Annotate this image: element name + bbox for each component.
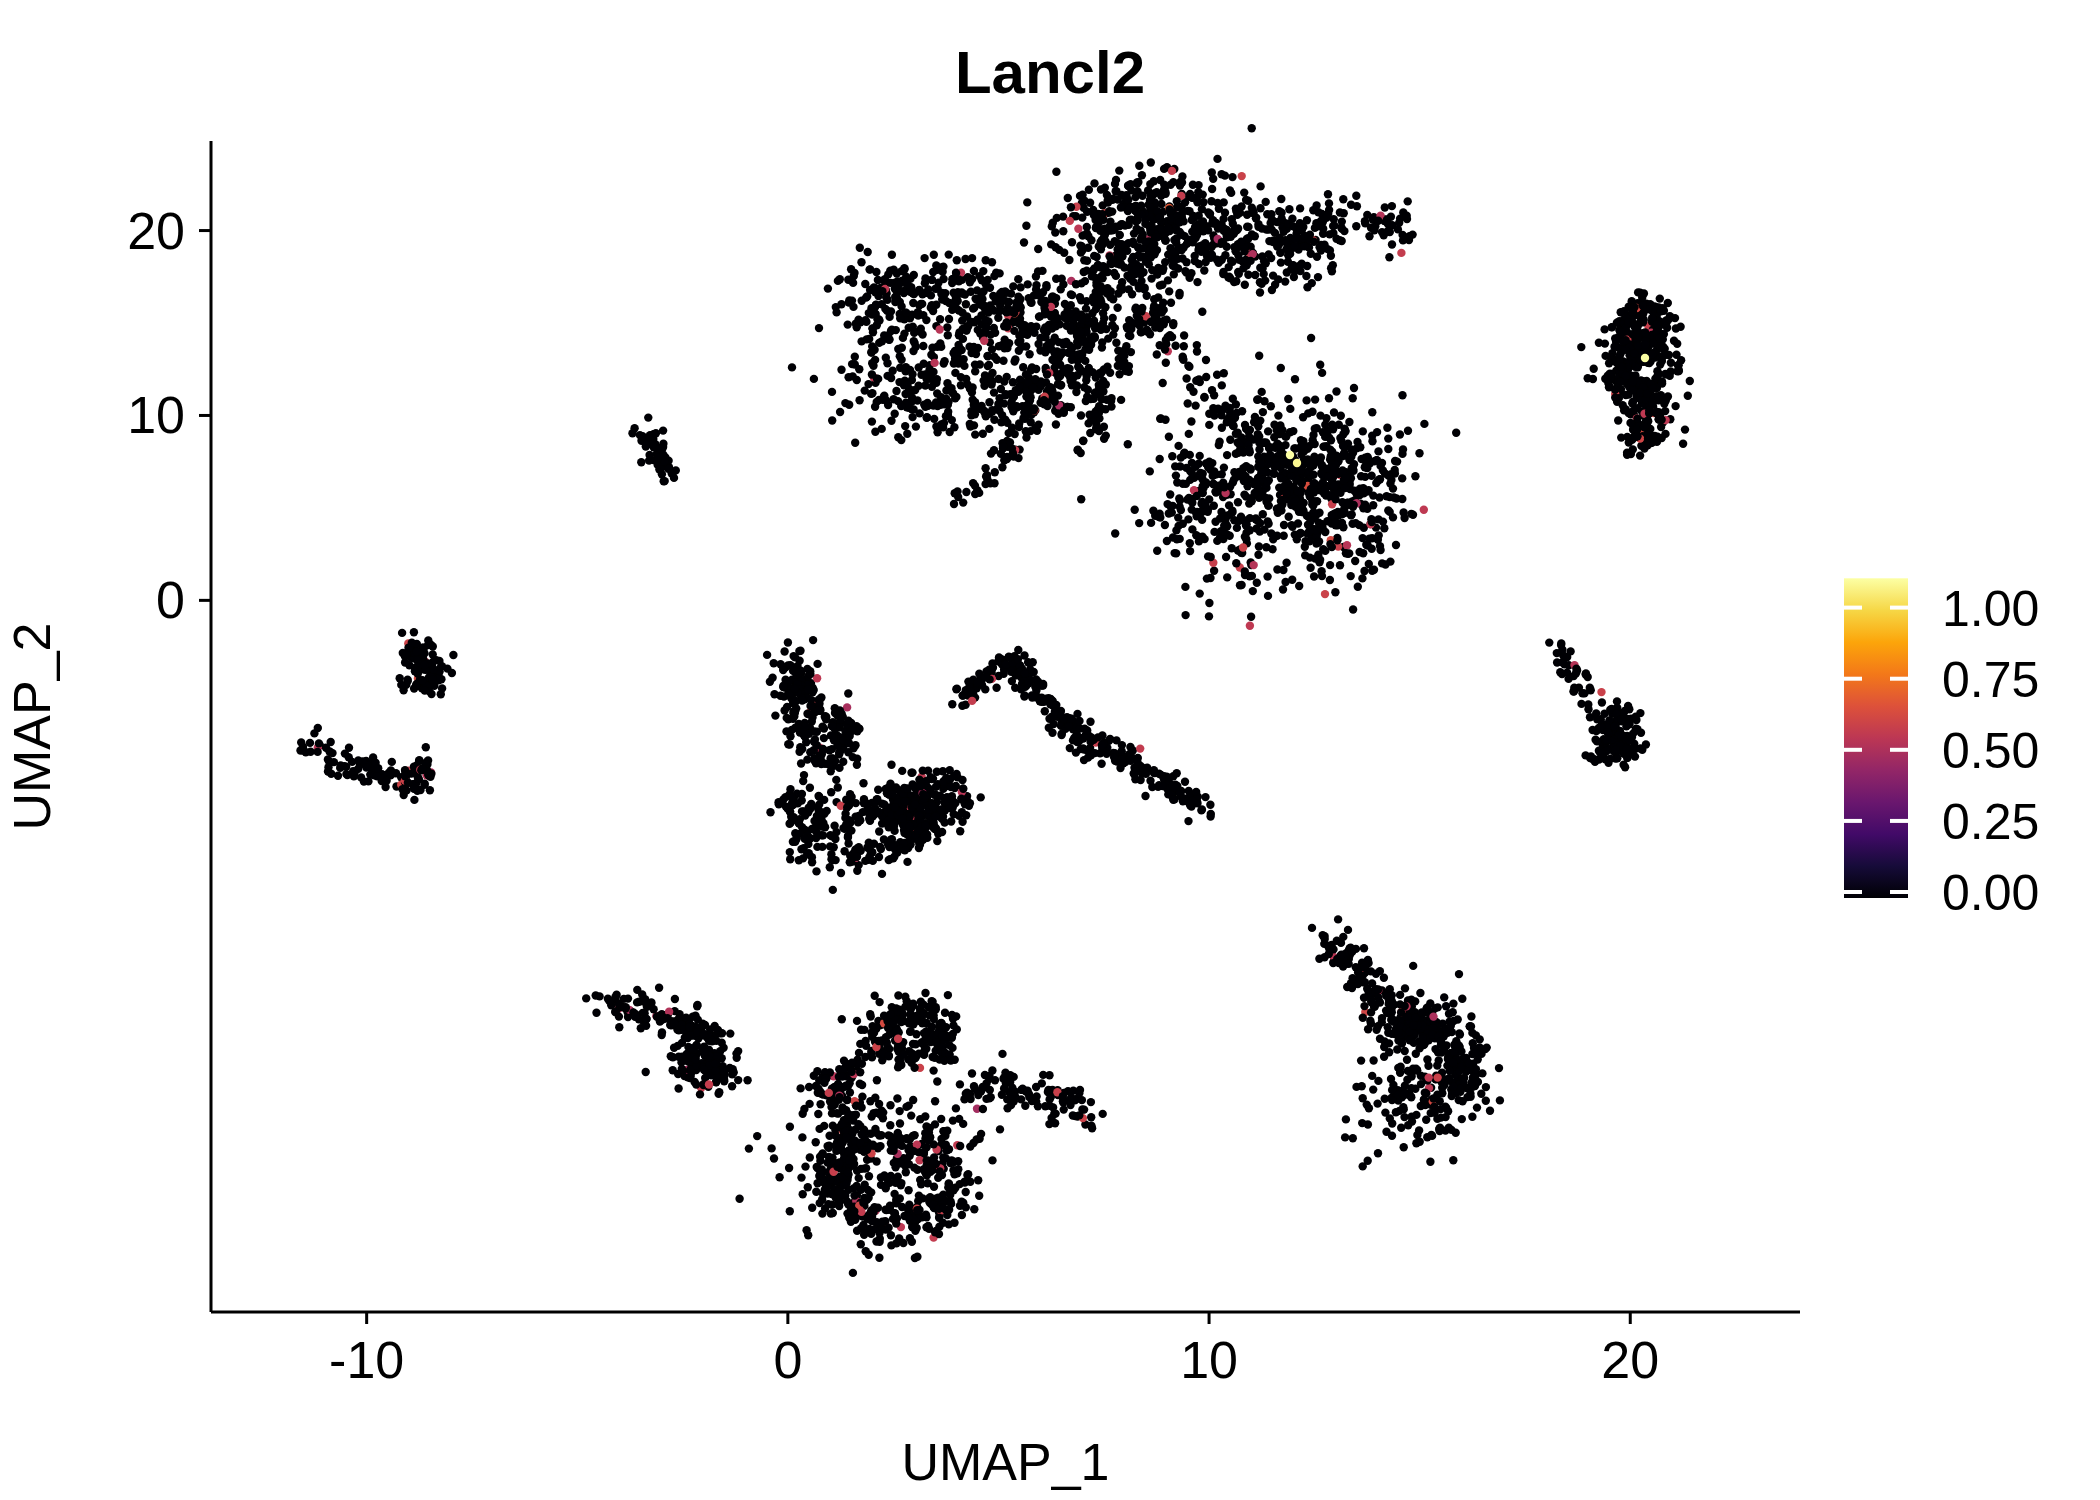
svg-text:20: 20 [127,202,185,260]
svg-text:0.50: 0.50 [1942,723,2039,779]
svg-text:UMAP_1: UMAP_1 [901,1433,1109,1491]
svg-text:20: 20 [1601,1331,1659,1389]
svg-text:-10: -10 [329,1331,404,1389]
svg-text:1.00: 1.00 [1942,581,2039,637]
svg-text:0.00: 0.00 [1942,865,2039,921]
svg-text:0: 0 [156,571,185,629]
svg-text:10: 10 [1180,1331,1238,1389]
svg-text:0.75: 0.75 [1942,652,2039,708]
svg-text:0: 0 [773,1331,802,1389]
svg-text:10: 10 [127,386,185,444]
svg-text:UMAP_2: UMAP_2 [3,622,61,830]
svg-text:0.25: 0.25 [1942,794,2039,850]
